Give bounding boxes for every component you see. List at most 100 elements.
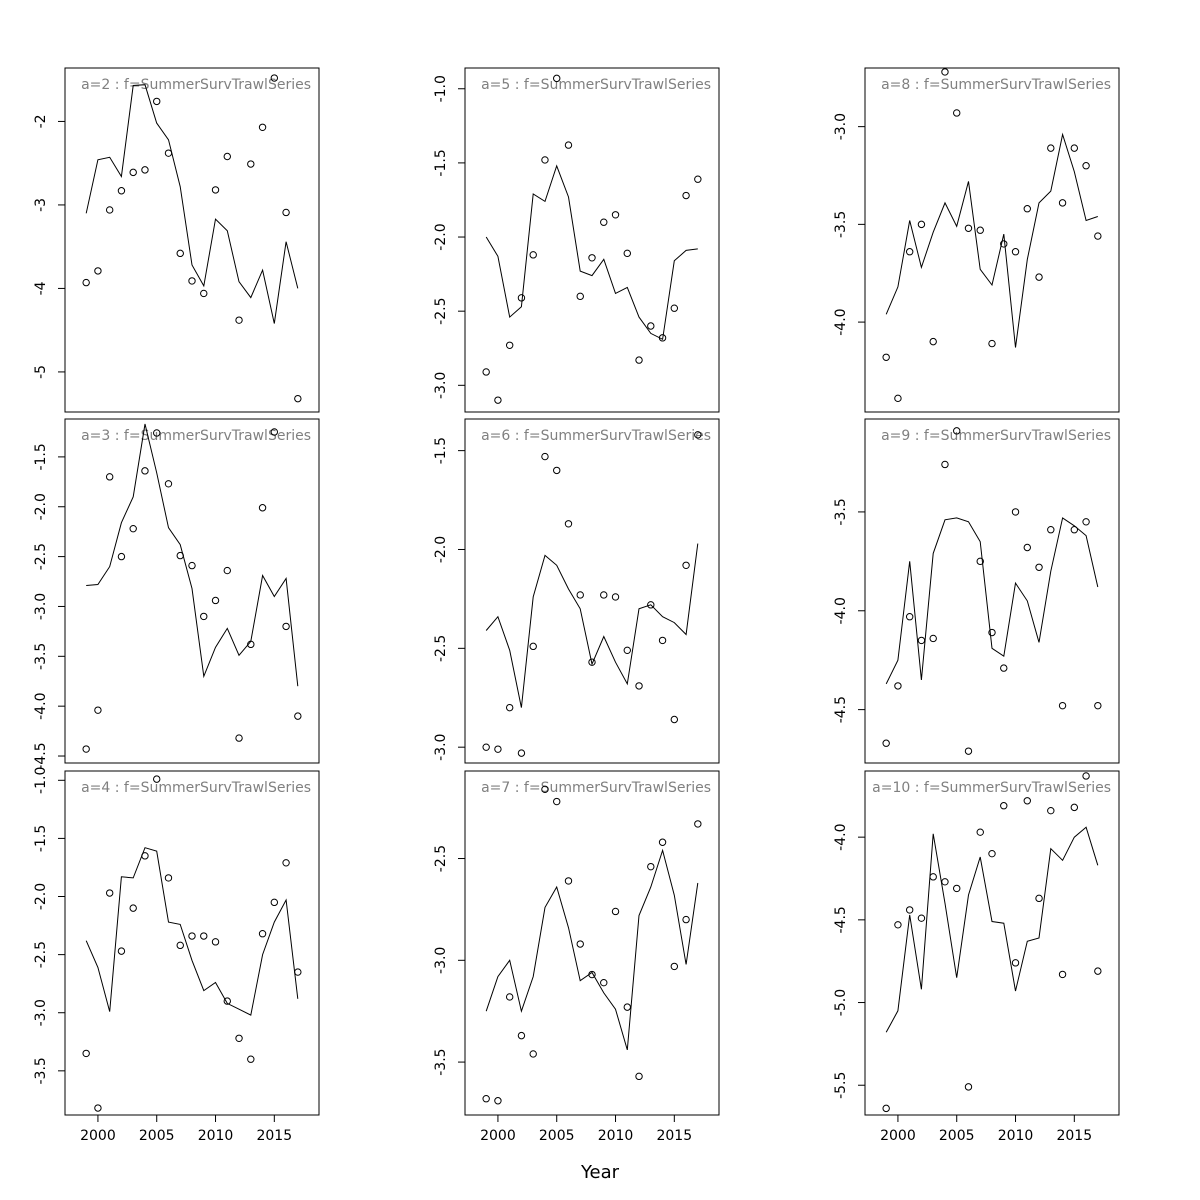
panel-title: a=9 : f=SummerSurvTrawlSeries: [881, 428, 1111, 444]
observed-point: [953, 109, 961, 117]
observed-point: [658, 838, 667, 846]
observed-point: [976, 226, 984, 234]
chart-panel: a=7 : f=SummerSurvTrawlSeries -3.5 -3.0 -2.…: [433, 770, 720, 1144]
observed-point: [164, 480, 173, 488]
observed-point: [1082, 772, 1090, 780]
observed-point: [588, 254, 596, 262]
y-tick-label: -2.5: [433, 298, 449, 325]
observed-point: [905, 248, 914, 256]
observed-point: [94, 706, 102, 714]
observed-point: [294, 394, 302, 403]
observed-point: [211, 596, 220, 605]
y-tick-label: -3.0: [433, 947, 449, 974]
observed-point: [141, 467, 149, 475]
observed-point: [1023, 205, 1031, 213]
observed-point: [129, 904, 137, 912]
observed-point: [82, 1049, 90, 1058]
panel-title: a=8 : f=SummerSurvTrawlSeries: [881, 77, 1111, 93]
observed-point: [600, 591, 608, 599]
observed-point: [1011, 248, 1020, 256]
y-tick-label: -3.5: [33, 643, 49, 670]
panel-frame: [864, 770, 1120, 1116]
observed-point: [517, 749, 526, 757]
y-tick-label: -1.0: [433, 75, 449, 102]
y-tick-label: -2.0: [433, 223, 449, 250]
observed-point: [235, 316, 243, 324]
plot-area: [82, 775, 302, 1112]
y-tick-label: -3.5: [33, 1057, 49, 1084]
y-tick-label: -3.5: [833, 498, 849, 525]
observed-point: [635, 682, 643, 690]
y-tick-label: -2.5: [33, 941, 49, 968]
chart-panel: a=6 : f=SummerSurvTrawlSeries -3.0 -2.5 -2.…: [433, 418, 720, 764]
observed-point: [270, 428, 279, 436]
y-tick-label: -4.5: [833, 906, 849, 933]
observed-point: [529, 251, 537, 259]
observed-point: [882, 739, 890, 747]
plot-area: [882, 772, 1102, 1113]
observed-point: [929, 873, 937, 881]
observed-point: [682, 191, 690, 200]
observed-point: [564, 141, 573, 149]
observed-point: [482, 743, 490, 751]
y-tick-label: -2: [33, 114, 49, 128]
observed-point: [164, 149, 173, 157]
observed-point: [1023, 543, 1031, 552]
y-tick-label: -4: [33, 281, 49, 295]
y-tick-label: -2.5: [433, 635, 449, 662]
observed-point: [247, 160, 255, 168]
x-tick-label: 2010: [598, 1128, 634, 1144]
observed-point: [576, 940, 584, 948]
observed-point: [258, 930, 267, 938]
observed-point: [211, 186, 220, 194]
observed-point: [505, 341, 514, 349]
observed-point: [211, 938, 220, 946]
observed-point: [529, 1050, 537, 1058]
observed-point: [200, 932, 208, 940]
observed-point: [611, 907, 620, 916]
observed-point: [1070, 803, 1079, 812]
x-tick-label: 2000: [80, 1128, 116, 1144]
y-tick-label: -1.5: [433, 437, 449, 464]
observed-point: [1035, 563, 1043, 571]
panel-frame: [864, 418, 1120, 764]
observed-point: [94, 267, 102, 275]
observed-point: [258, 123, 267, 131]
observed-point: [564, 877, 573, 885]
y-tick-label: -5.0: [833, 989, 849, 1016]
observed-point: [694, 175, 702, 183]
x-tick-label: 2010: [998, 1128, 1034, 1144]
x-tick-label: 2000: [880, 1128, 916, 1144]
observed-point: [611, 593, 620, 601]
fitted-line: [485, 164, 698, 341]
observed-point: [482, 368, 490, 376]
panel-title: a=5 : f=SummerSurvTrawlSeries: [481, 77, 711, 93]
plot-area: [882, 427, 1102, 755]
observed-point: [153, 429, 161, 437]
x-axis-label: Year: [580, 1162, 620, 1183]
observed-point: [1058, 701, 1067, 710]
panels: a=2 : f=SummerSurvTrawlSeries -5 -4 -3 -2 a=3…: [33, 67, 1120, 1144]
observed-point: [882, 1104, 890, 1113]
observed-point: [1035, 894, 1043, 903]
observed-point: [670, 304, 679, 312]
fitted-line: [85, 847, 299, 1016]
y-tick-label: -4.0: [833, 823, 849, 850]
panel-frame: [864, 67, 1120, 413]
observed-point: [247, 1055, 255, 1063]
observed-point: [635, 356, 643, 364]
y-tick-label: -2.0: [33, 493, 49, 520]
observed-point: [623, 646, 631, 655]
observed-point: [188, 277, 196, 285]
panel-title: a=7 : f=SummerSurvTrawlSeries: [481, 780, 711, 796]
observed-point: [117, 947, 126, 955]
observed-point: [600, 978, 608, 987]
plot-area: [882, 68, 1102, 403]
observed-point: [1094, 701, 1102, 710]
observed-point: [635, 1072, 643, 1081]
y-tick-label: -3.0: [833, 113, 849, 140]
observed-point: [658, 636, 667, 645]
observed-point: [235, 1034, 243, 1042]
panel-frame: [464, 67, 720, 413]
observed-point: [576, 591, 584, 599]
